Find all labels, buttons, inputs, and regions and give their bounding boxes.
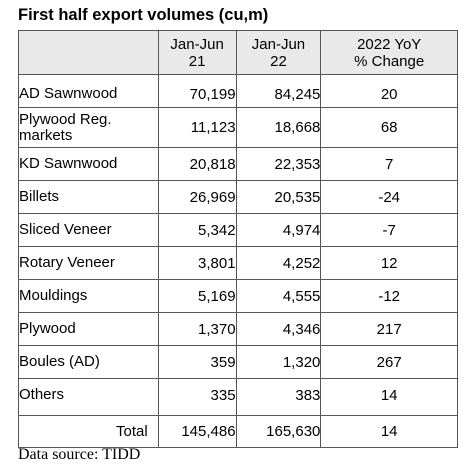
value-yoy-change: -12 xyxy=(320,279,458,313)
value-jan-jun-22: 22,353 xyxy=(235,147,322,181)
header-row: Jan-Jun 21 Jan-Jun 22 2022 YoY % Change xyxy=(18,30,458,75)
product-name: Sliced Veneer xyxy=(18,213,159,247)
value-yoy-change: 20 xyxy=(320,74,458,108)
header-yoy-change-line1: 2022 YoY xyxy=(357,35,422,53)
header-jan-jun-21-line1: Jan-Jun xyxy=(170,35,224,53)
header-jan-jun-22-line2: 22 xyxy=(270,52,287,70)
data-source-note: Data source: TIDD xyxy=(18,446,141,463)
product-name-line: Sliced Veneer xyxy=(19,221,112,238)
value-yoy-change: 14 xyxy=(320,378,458,416)
value-jan-jun-22: 1,320 xyxy=(235,345,322,379)
total-jan-jun-22: 165,630 xyxy=(235,415,322,448)
product-name-line: Billets xyxy=(19,188,60,205)
table-row: Rotary Veneer 3,801 4,252 12 xyxy=(18,246,458,280)
product-name-line: markets xyxy=(19,126,73,144)
table-row: Sliced Veneer 5,342 4,974 -7 xyxy=(18,213,458,247)
product-name: Others xyxy=(18,378,159,416)
header-jan-jun-22-line1: Jan-Jun xyxy=(251,35,306,53)
product-name-line: Rotary Veneer xyxy=(19,254,115,271)
value-yoy-change: -7 xyxy=(320,213,458,247)
value-yoy-change: 217 xyxy=(320,312,458,346)
product-name: Billets xyxy=(18,180,159,214)
value-jan-jun-22: 20,535 xyxy=(235,180,322,214)
value-jan-jun-22: 4,252 xyxy=(235,246,322,280)
value-jan-jun-21: 3,801 xyxy=(157,246,237,280)
table-row: Boules (AD) 359 1,320 267 xyxy=(18,345,458,379)
table-row: AD Sawnwood 70,199 84,245 20 xyxy=(18,74,458,108)
product-name: Mouldings xyxy=(18,279,159,313)
total-change: 14 xyxy=(320,415,458,448)
header-yoy-change: 2022 YoY % Change xyxy=(320,30,458,75)
value-jan-jun-21: 26,969 xyxy=(157,180,237,214)
value-jan-jun-22: 84,245 xyxy=(235,74,322,108)
value-jan-jun-22: 4,346 xyxy=(235,312,322,346)
table-row: Plywood Reg. markets 11,123 18,668 68 xyxy=(18,107,458,148)
value-jan-jun-22: 4,555 xyxy=(235,279,322,313)
product-name: Plywood xyxy=(18,312,159,346)
value-jan-jun-21: 1,370 xyxy=(157,312,237,346)
value-jan-jun-21: 335 xyxy=(157,378,237,416)
value-jan-jun-21: 20,818 xyxy=(157,147,237,181)
header-jan-jun-21-line2: 21 xyxy=(188,52,206,70)
value-yoy-change: 12 xyxy=(320,246,458,280)
value-yoy-change: 68 xyxy=(320,107,458,148)
total-row: Total 145,486 165,630 14 xyxy=(18,415,458,448)
table-title: First half export volumes (cu,m) xyxy=(18,6,269,24)
product-name: AD Sawnwood xyxy=(18,74,159,108)
product-name-line: Mouldings xyxy=(19,287,88,304)
product-name: Boules (AD) xyxy=(18,345,159,379)
value-yoy-change: -24 xyxy=(320,180,458,214)
value-jan-jun-21: 5,342 xyxy=(157,213,237,247)
header-jan-jun-21: Jan-Jun 21 xyxy=(157,30,237,75)
header-product xyxy=(18,30,159,75)
export-volumes-table: Jan-Jun 21 Jan-Jun 22 2022 YoY % Change … xyxy=(18,30,458,448)
table-row: Plywood 1,370 4,346 217 xyxy=(18,312,458,346)
table-row: KD Sawnwood 20,818 22,353 7 xyxy=(18,147,458,181)
table-row: Billets 26,969 20,535 -24 xyxy=(18,180,458,214)
total-label: Total xyxy=(18,415,159,448)
product-name: Plywood Reg. markets xyxy=(18,107,159,148)
value-yoy-change: 7 xyxy=(320,147,458,181)
value-jan-jun-22: 18,668 xyxy=(235,107,322,148)
value-jan-jun-21: 11,123 xyxy=(157,107,237,148)
product-name-line: Others xyxy=(19,386,65,403)
value-yoy-change: 267 xyxy=(320,345,458,379)
value-jan-jun-22: 4,974 xyxy=(235,213,322,247)
product-name-line: Boules (AD) xyxy=(19,353,100,370)
product-name: Rotary Veneer xyxy=(18,246,159,280)
header-yoy-change-line2: % Change xyxy=(354,52,425,70)
table-row: Mouldings 5,169 4,555 -12 xyxy=(18,279,458,313)
product-name-line: KD Sawnwood xyxy=(19,155,118,172)
product-name-line: AD Sawnwood xyxy=(19,85,118,102)
product-name: KD Sawnwood xyxy=(18,147,159,181)
product-name-line: Plywood Reg. xyxy=(19,110,112,128)
value-jan-jun-21: 5,169 xyxy=(157,279,237,313)
total-jan-jun-21: 145,486 xyxy=(157,415,237,448)
table-body: AD Sawnwood 70,199 84,245 20 Plywood Reg. mar… xyxy=(18,74,458,416)
header-jan-jun-22: Jan-Jun 22 xyxy=(235,30,322,75)
table-row: Others 335 383 14 xyxy=(18,378,458,416)
product-name-line: Plywood xyxy=(19,320,76,337)
value-jan-jun-21: 70,199 xyxy=(157,74,237,108)
value-jan-jun-21: 359 xyxy=(157,345,237,379)
value-jan-jun-22: 383 xyxy=(235,378,322,416)
